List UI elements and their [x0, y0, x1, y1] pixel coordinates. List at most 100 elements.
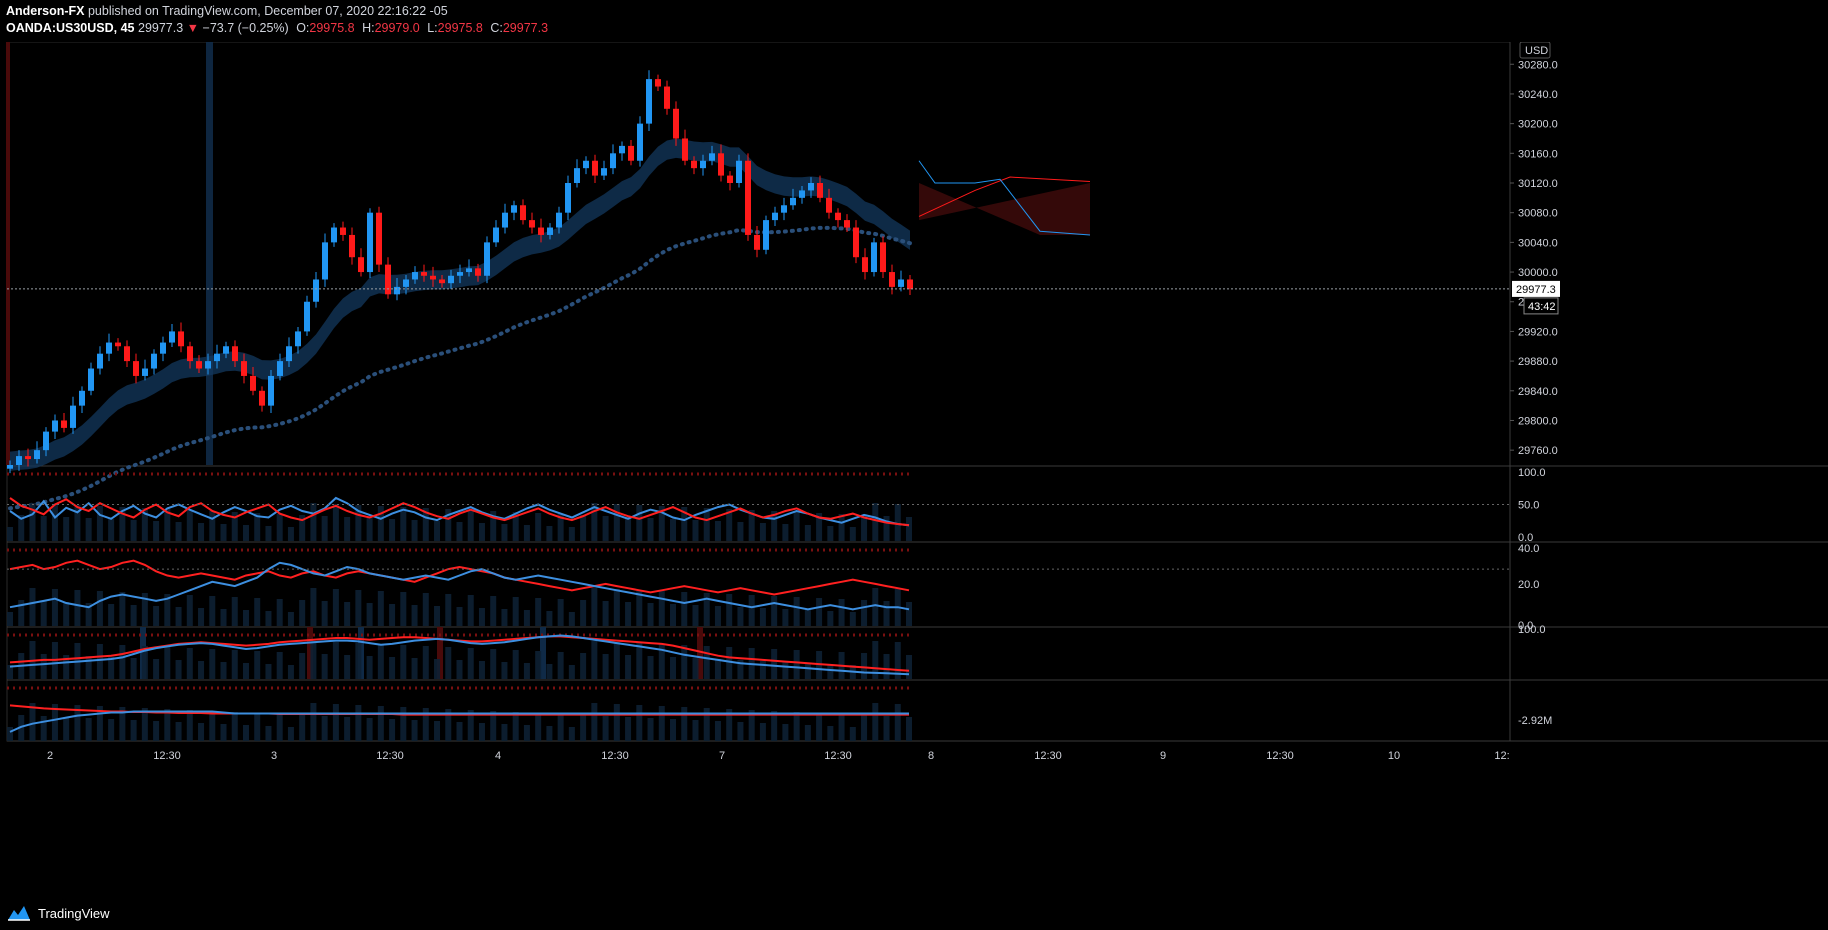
candle-body [826, 197, 832, 213]
candle-body [835, 212, 841, 221]
histogram-bar [636, 505, 643, 541]
histogram-bar [714, 659, 721, 679]
candle-body [619, 145, 625, 154]
time-tick-label: 10 [1388, 750, 1400, 762]
histogram-bar [355, 505, 362, 541]
histogram-bar [141, 508, 148, 541]
histogram-bar [355, 643, 362, 679]
candle-body [520, 205, 526, 221]
histogram-bar [816, 713, 823, 741]
histogram-bar [793, 650, 800, 679]
candle-body [736, 160, 742, 183]
histogram-bar [838, 599, 845, 626]
candle-body [421, 272, 427, 276]
histogram-bar [692, 605, 699, 626]
histogram-bar [186, 595, 193, 626]
candle-body [646, 79, 652, 124]
osc1-tick-label: 100.0 [1518, 467, 1546, 479]
future-cloud-red-edge [918, 176, 1091, 217]
time-tick-label: 3 [271, 750, 277, 762]
histogram-bar [726, 709, 733, 741]
histogram-bar [512, 597, 519, 626]
histogram-bar [501, 524, 508, 541]
candle-body [682, 138, 688, 161]
histogram-bar [816, 513, 823, 541]
histogram-bar [647, 518, 654, 541]
histogram-bar [478, 661, 485, 679]
histogram-bar [759, 723, 766, 741]
histogram-bar [602, 716, 609, 741]
histogram-bar [894, 704, 901, 741]
histogram-bar [849, 727, 856, 741]
candle-body [25, 456, 31, 460]
pane3-highlight [540, 627, 546, 679]
price-tick-label: 30080.0 [1518, 208, 1558, 220]
pane3-highlight [697, 627, 703, 679]
histogram-bar [389, 604, 396, 626]
candle-body [331, 227, 337, 243]
candle-body [349, 234, 355, 258]
time-tick-label: 8 [928, 750, 934, 762]
candle-body [16, 456, 22, 465]
histogram-bar [670, 604, 677, 626]
tradingview-brand[interactable]: TradingView [6, 904, 110, 922]
histogram-bar [400, 592, 407, 626]
time-tick-label: 4 [495, 750, 501, 762]
histogram-bar [580, 653, 587, 679]
currency-label: USD [1525, 45, 1548, 57]
histogram-bar [703, 508, 710, 541]
histogram-bar [714, 521, 721, 541]
histogram-bar [7, 665, 13, 679]
histogram-bar [714, 606, 721, 626]
histogram-bar [804, 525, 811, 541]
candle-body [7, 465, 13, 469]
histogram-bar [670, 719, 677, 741]
candle-body [745, 160, 751, 235]
histogram-bar [96, 506, 103, 541]
symbol-info: OANDA:US30USD, 45 29977.3 ▼ −73.7 (−0.25… [6, 21, 548, 35]
histogram-bar [883, 716, 890, 741]
chart-canvas[interactable]: 30280.0 30240.0 30200.0 30160.0 30120.0 30080… [0, 42, 1828, 898]
oscillator-line-blue [9, 561, 910, 611]
histogram-bar [849, 612, 856, 626]
time-tick-label: 7 [719, 750, 725, 762]
histogram-bar [602, 654, 609, 679]
candle-body [97, 353, 103, 369]
candle-body [457, 272, 463, 276]
histogram-bar [63, 717, 70, 741]
candle-body [691, 160, 697, 169]
histogram-bar [220, 609, 227, 626]
histogram-bar [535, 598, 542, 626]
histogram-bar [153, 521, 160, 541]
histogram-bar [344, 655, 351, 679]
symbol-label[interactable]: OANDA:US30USD, 45 [6, 21, 135, 35]
histogram-bar [557, 714, 564, 741]
time-tick-label: 12:30 [824, 750, 852, 762]
histogram-bar [580, 515, 587, 541]
histogram-bar [276, 514, 283, 541]
histogram-bar [535, 713, 542, 741]
histogram-bar [40, 516, 47, 541]
histogram-bar [276, 714, 283, 741]
histogram-bar [119, 645, 126, 679]
histogram-bar [478, 523, 485, 541]
histogram-bar [209, 596, 216, 626]
histogram-bar [861, 515, 868, 541]
histogram-bar [838, 514, 845, 541]
candle-body [133, 361, 139, 376]
histogram-bar [883, 516, 890, 541]
histogram-bar [490, 711, 497, 741]
histogram-bar [209, 511, 216, 541]
candle-body [241, 361, 247, 376]
histogram-bar [906, 717, 912, 741]
histogram-bar [692, 520, 699, 541]
author-name[interactable]: Anderson-FX [6, 4, 85, 18]
candle-body [385, 264, 391, 295]
histogram-bar [299, 600, 306, 626]
histogram-bar [490, 649, 497, 679]
time-tick-label: 12: [1494, 750, 1509, 762]
histogram-bar [332, 642, 339, 679]
histogram-bar [456, 722, 463, 741]
histogram-bar [242, 725, 249, 741]
candle-body [376, 212, 382, 265]
